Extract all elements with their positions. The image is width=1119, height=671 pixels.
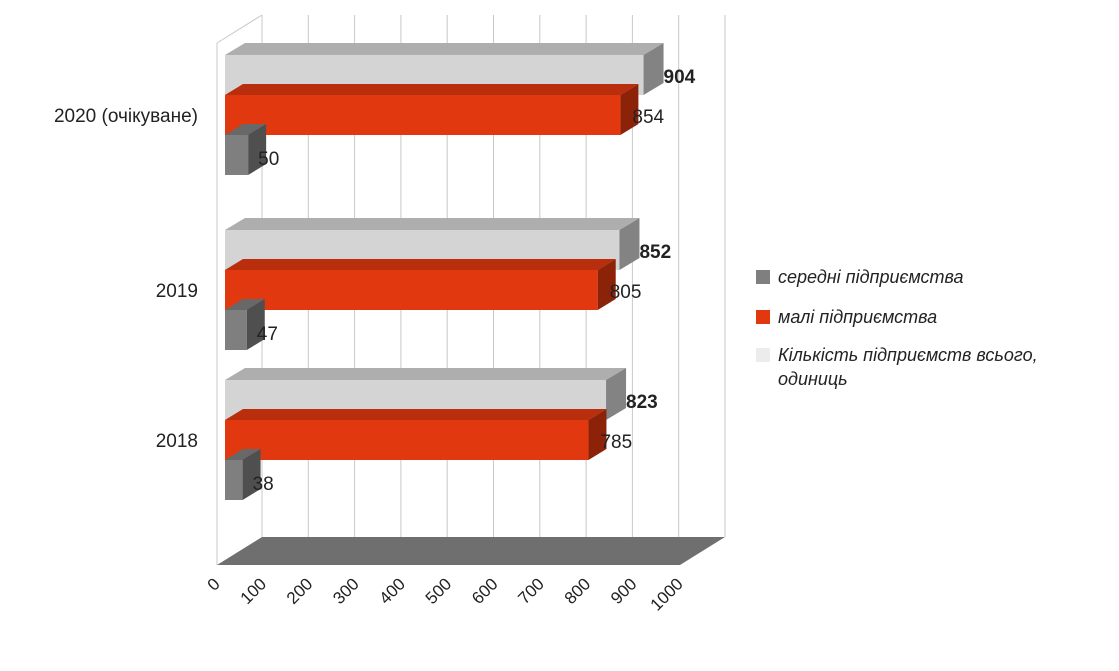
legend-swatch <box>756 270 770 284</box>
bar-end <box>597 259 616 310</box>
bar <box>225 135 249 175</box>
bar <box>225 420 589 460</box>
bar-end <box>620 84 639 135</box>
data-label: 852 <box>639 242 671 263</box>
chart-bars <box>225 43 664 500</box>
data-label: 805 <box>610 282 642 303</box>
legend-label: малі підприємства <box>778 307 937 327</box>
bar-top <box>225 218 640 230</box>
x-tick-label: 300 <box>329 574 362 607</box>
chart-labels: 0 100 200 300 400 500 600 700 800 900 1000 2018 823 7… <box>54 67 696 615</box>
x-tick-label: 400 <box>376 574 409 607</box>
bar-top <box>225 259 616 270</box>
x-tick-label: 700 <box>514 574 547 607</box>
bar-end <box>643 43 664 95</box>
bar-top <box>225 449 261 460</box>
bar-top <box>225 409 607 420</box>
legend-swatch <box>756 310 770 324</box>
x-tick-label: 800 <box>561 574 594 607</box>
bar-end <box>606 368 627 420</box>
x-tick-label: 500 <box>422 574 455 607</box>
x-tick-label: 100 <box>237 574 270 607</box>
data-label: 50 <box>258 149 279 170</box>
bar-top <box>225 368 627 380</box>
bar-top <box>225 124 267 135</box>
bar-top <box>225 84 639 95</box>
category-label: 2019 <box>156 281 198 302</box>
bar <box>225 460 243 500</box>
legend-swatch <box>756 348 770 362</box>
data-label: 47 <box>257 324 278 345</box>
bar-end <box>588 409 607 460</box>
category-label: 2020 (очікуване) <box>54 106 198 127</box>
legend: середні підприємства малі підприємства Кіл… <box>756 267 1038 389</box>
x-tick-label: 0 <box>204 574 224 594</box>
data-label: 785 <box>600 432 632 453</box>
bar-end <box>619 218 640 270</box>
category-label: 2018 <box>156 431 198 452</box>
x-tick-label: 200 <box>283 574 316 607</box>
bar <box>225 310 247 350</box>
x-tick-label: 1000 <box>647 574 687 614</box>
legend-label-line: одиниць <box>778 369 848 389</box>
x-tick-label: 900 <box>607 574 640 607</box>
bar <box>225 270 598 310</box>
legend-label-line: Кількість підприємств всього, <box>778 345 1038 365</box>
bar-top <box>225 299 265 310</box>
bar-end <box>242 449 261 500</box>
wall-top-edge <box>216 14 263 44</box>
x-tick-label: 600 <box>468 574 501 607</box>
legend-label: Кількість підприємств всього, одиниць <box>778 345 1038 389</box>
data-label: 854 <box>632 107 664 128</box>
bar-end <box>246 299 265 350</box>
data-label: 38 <box>253 474 274 495</box>
data-label: 823 <box>626 392 658 413</box>
legend-label: середні підприємства <box>778 267 964 287</box>
bar-end <box>248 124 267 175</box>
data-label: 904 <box>664 67 696 88</box>
bar <box>225 95 621 135</box>
chart-floor <box>217 537 725 565</box>
bar-top <box>225 43 664 55</box>
